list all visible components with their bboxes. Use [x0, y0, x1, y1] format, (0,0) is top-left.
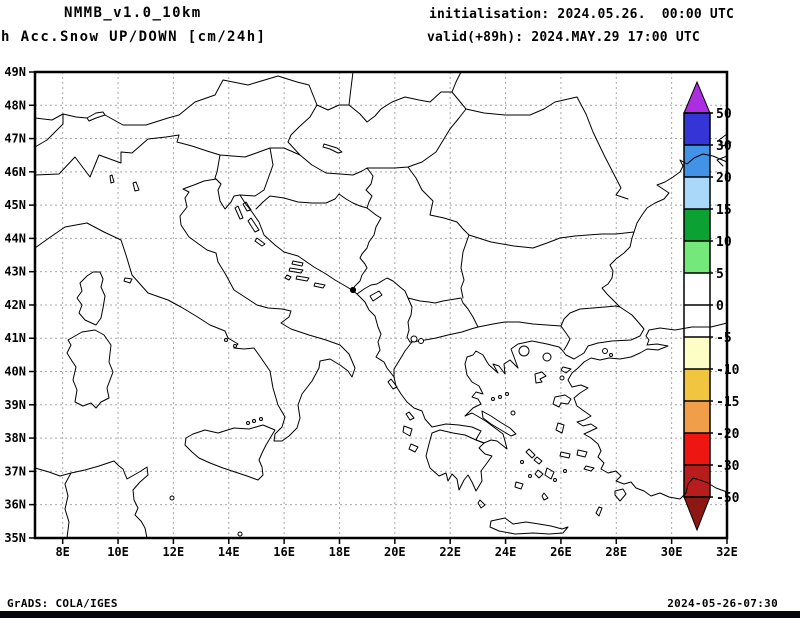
colorbar-segment	[684, 337, 710, 369]
colorbar-arrow-down-icon	[683, 496, 711, 532]
lon-tick-label: 24E	[495, 545, 517, 559]
creation-timestamp: 2024-05-26-07:30	[667, 597, 778, 610]
small-island-icon	[520, 460, 524, 464]
lon-tick-label: 20E	[384, 545, 406, 559]
grid-lines	[35, 72, 727, 538]
lon-tick-label: 12E	[163, 545, 185, 559]
small-island-icon	[418, 338, 424, 344]
small-island-icon	[602, 348, 608, 354]
colorbar-arrow-up-icon	[683, 80, 711, 114]
valid-time-label: valid(+89h): 2024.MAY.29 17:00 UTC	[427, 30, 700, 45]
lon-tick-label: 30E	[661, 545, 683, 559]
islands-lakes	[86, 111, 627, 517]
init-time-label: initialisation: 2024.05.26. 00:00 UTC	[429, 7, 735, 22]
colorbar-tick-label: 20	[716, 171, 732, 186]
lon-tick-label: 8E	[55, 545, 69, 559]
colorbar-segment	[684, 369, 710, 401]
colorbar-segment	[684, 145, 710, 177]
small-island-icon	[252, 419, 256, 423]
coastline-tunisia	[34, 460, 149, 539]
coastline-turkey	[567, 322, 728, 500]
lon-tick-label: 22E	[439, 545, 461, 559]
colorbar-tick-label: 10	[716, 235, 732, 250]
coastline-sardinia	[66, 329, 114, 409]
lat-tick-label: 40N	[4, 365, 26, 379]
small-island-icon	[233, 344, 237, 348]
lon-tick-label: 10E	[107, 545, 129, 559]
lat-tick-label: 47N	[4, 132, 26, 146]
grads-credit: GrADS: COLA/IGES	[7, 597, 118, 610]
lat-tick-label: 49N	[4, 65, 26, 79]
small-island-icon	[246, 421, 250, 425]
colorbar-tick-label: 50	[716, 107, 732, 122]
colorbar-segment	[684, 433, 710, 465]
small-island-icon	[259, 417, 263, 421]
lon-tick-label: 14E	[218, 545, 240, 559]
lat-tick-label: 43N	[4, 265, 26, 279]
colorbar-tick-label: 5	[716, 267, 724, 282]
small-island-icon	[559, 375, 565, 381]
lat-tick-label: 37N	[4, 464, 26, 478]
lat-tick-label: 44N	[4, 231, 26, 245]
coastline-mainland	[34, 153, 728, 450]
coastline-corsica	[76, 271, 106, 326]
coastline-crete	[489, 517, 569, 535]
colorbar-segment	[684, 465, 710, 497]
coastline-euboea	[481, 410, 517, 437]
coastline-peloponnese	[425, 429, 493, 492]
small-island-icon	[491, 397, 495, 401]
axis-labels: 49N 48N 47N 46N 45N 44N 43N 42N 41N 40N 39N 38N 37N 3…	[4, 65, 738, 559]
lat-tick-label: 41N	[4, 331, 26, 345]
lon-tick-label: 26E	[550, 545, 572, 559]
lat-tick-label: 38N	[4, 431, 26, 445]
lat-tick-label: 42N	[4, 298, 26, 312]
product-title: h Acc.Snow UP/DOWN [cm/24h]	[1, 29, 267, 45]
colorbar-segment	[684, 113, 710, 145]
colorbar-tick-label: 30	[716, 139, 732, 154]
small-island-icon	[542, 352, 552, 362]
colorbar-tick-label: 0	[716, 299, 724, 314]
country-borders	[34, 71, 732, 378]
coastline-sicily	[184, 424, 276, 481]
small-island-icon	[410, 335, 418, 343]
lat-tick-label: 35N	[4, 531, 26, 545]
colorbar-segment	[684, 241, 710, 273]
small-island-icon	[224, 338, 228, 342]
lon-tick-label: 18E	[329, 545, 351, 559]
small-island-icon	[528, 474, 532, 478]
small-island-icon	[237, 531, 243, 537]
colorbar-tick-label: -5	[716, 331, 732, 346]
small-island-icon	[510, 410, 516, 416]
colorbar-segment	[684, 401, 710, 433]
lat-tick-label: 48N	[4, 98, 26, 112]
lon-tick-label: 32E	[716, 545, 738, 559]
colorbar-segment	[684, 273, 710, 305]
small-islands	[169, 286, 613, 537]
colorbar-tick-label: 15	[716, 203, 732, 218]
border-algeria-tunisia	[64, 472, 72, 539]
map-coastlines-borders	[34, 71, 732, 539]
small-island-icon	[563, 469, 567, 473]
small-island-icon	[518, 345, 530, 357]
small-island-icon	[498, 395, 502, 399]
small-island-icon	[609, 353, 613, 357]
lat-tick-label: 39N	[4, 398, 26, 412]
lat-tick-label: 36N	[4, 498, 26, 512]
colorbar-segment	[684, 177, 710, 209]
small-island-icon	[505, 392, 509, 396]
bottom-bar	[0, 611, 800, 618]
colorbar-segment	[684, 305, 710, 337]
model-title: NMMB_v1.0_10km	[64, 5, 202, 21]
colorbar-segment	[684, 209, 710, 241]
lat-tick-label: 46N	[4, 165, 26, 179]
small-island-icon	[169, 495, 175, 501]
lon-tick-label: 28E	[605, 545, 627, 559]
small-island-icon	[553, 478, 557, 482]
lat-tick-label: 45N	[4, 198, 26, 212]
lon-tick-label: 16E	[273, 545, 295, 559]
dense-coast-blob	[349, 286, 357, 294]
